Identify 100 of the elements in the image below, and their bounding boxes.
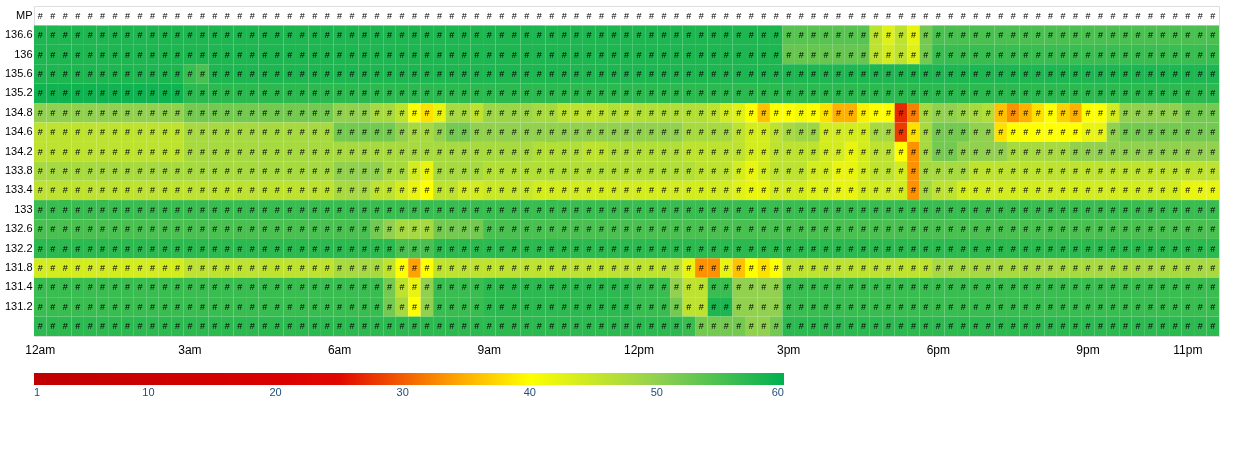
data-label: # [187, 127, 193, 138]
data-label: # [723, 49, 729, 60]
data-label: # [549, 282, 555, 293]
data-label: # [848, 166, 854, 176]
data-label: # [786, 107, 792, 118]
data-label: # [574, 68, 580, 79]
data-label: # [1023, 30, 1029, 41]
data-label: # [499, 88, 505, 99]
data-label: # [873, 68, 879, 79]
data-label: # [823, 30, 829, 41]
data-label: # [411, 107, 417, 118]
data-label: # [623, 88, 630, 99]
data-label: # [811, 49, 817, 60]
data-label: # [998, 204, 1004, 215]
data-label: # [998, 301, 1004, 312]
text: # [973, 10, 979, 21]
data-label: # [137, 321, 143, 332]
text: # [87, 10, 93, 21]
data-label: # [935, 30, 941, 41]
data-label: # [511, 127, 517, 138]
data-label: # [798, 185, 804, 196]
data-label: # [1060, 88, 1066, 99]
text: # [1172, 10, 1178, 21]
data-label: # [461, 30, 467, 41]
data-label: # [960, 185, 966, 196]
data-label: # [50, 282, 56, 293]
data-label: # [661, 204, 667, 215]
data-label: # [199, 301, 205, 312]
data-label: # [973, 166, 979, 176]
data-label: # [1048, 146, 1054, 157]
data-label: # [823, 243, 829, 254]
data-label: # [499, 30, 505, 41]
data-label: # [474, 68, 480, 79]
data-label: # [611, 107, 617, 118]
data-label: # [885, 107, 891, 118]
data-label: # [1160, 321, 1166, 332]
data-label: # [374, 301, 380, 312]
data-label: # [586, 166, 592, 176]
data-label: # [174, 166, 180, 176]
data-label: # [1060, 107, 1066, 118]
data-label: # [249, 321, 255, 332]
data-label: # [1048, 127, 1054, 138]
data-label: # [648, 204, 654, 215]
data-label: # [574, 107, 580, 118]
data-label: # [561, 321, 567, 332]
data-label: # [761, 166, 767, 176]
data-label: # [823, 127, 829, 138]
data-label: # [37, 166, 43, 176]
data-label: # [823, 224, 829, 235]
data-label: # [112, 204, 118, 215]
data-label: # [125, 204, 131, 215]
data-label: # [711, 30, 717, 41]
data-label: # [561, 127, 567, 138]
data-label: # [960, 263, 966, 274]
data-label: # [860, 243, 867, 254]
data-label: # [848, 49, 854, 60]
data-label: # [449, 263, 455, 274]
data-label: # [998, 127, 1004, 138]
data-label: # [224, 204, 230, 215]
data-label: # [848, 30, 854, 41]
data-label: # [1048, 88, 1054, 99]
data-label: # [50, 30, 56, 41]
data-label: # [648, 282, 654, 293]
data-label: # [910, 166, 916, 176]
x-tick-label: 9am [477, 342, 501, 357]
data-label: # [723, 166, 729, 176]
data-label: # [623, 263, 630, 274]
data-label: # [1010, 146, 1016, 157]
data-label: # [112, 301, 118, 312]
data-label: # [386, 166, 393, 176]
data-label: # [1135, 185, 1141, 196]
data-label: # [811, 146, 817, 157]
data-label: # [112, 146, 118, 157]
data-label: # [349, 243, 355, 254]
data-label: # [1035, 204, 1041, 215]
text: # [723, 10, 729, 21]
color-bar-label: 30 [396, 386, 409, 398]
data-label: # [1135, 282, 1141, 293]
data-label: # [910, 243, 916, 254]
data-label: # [249, 49, 255, 60]
data-label: # [174, 185, 180, 196]
data-label: # [312, 321, 318, 332]
data-label: # [935, 224, 941, 235]
data-label: # [948, 49, 954, 60]
data-label: # [586, 146, 592, 157]
text: # [985, 10, 991, 21]
data-label: # [87, 301, 93, 312]
text: # [262, 10, 268, 21]
data-label: # [823, 49, 829, 60]
data-label: # [736, 282, 742, 293]
data-label: # [636, 301, 642, 312]
data-label: # [399, 127, 405, 138]
data-label: # [125, 185, 131, 196]
data-label: # [910, 263, 916, 274]
data-label: # [474, 88, 480, 99]
data-label: # [586, 30, 592, 41]
data-label: # [848, 263, 854, 274]
y-tick-label: 135.6 [4, 66, 33, 79]
data-label: # [586, 204, 592, 215]
data-label: # [486, 49, 492, 60]
